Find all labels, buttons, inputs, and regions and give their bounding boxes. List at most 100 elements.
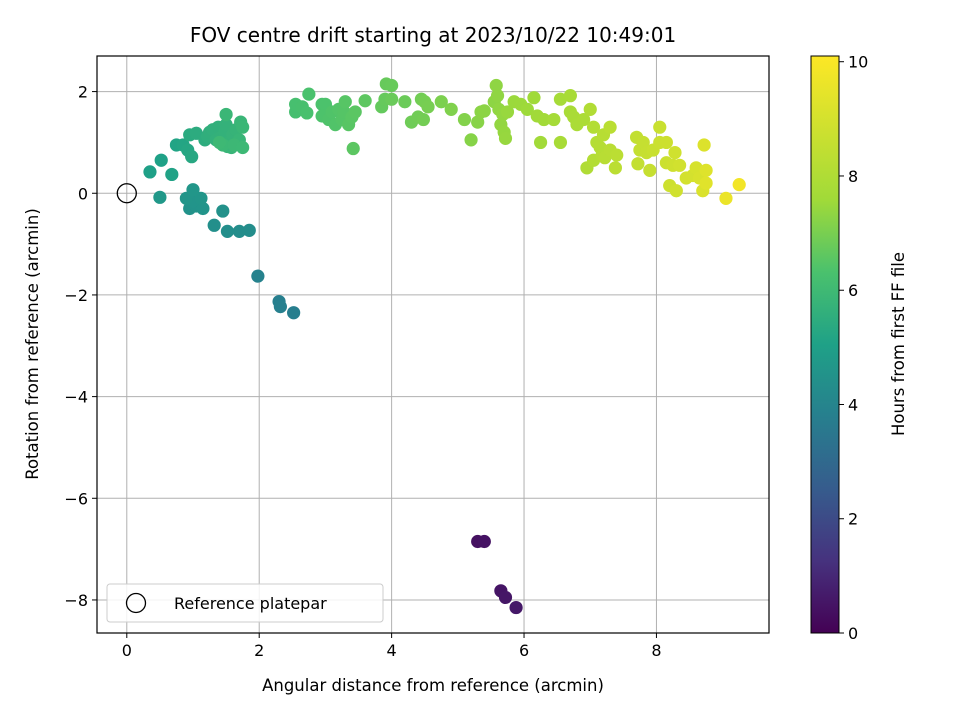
data-point — [236, 140, 250, 155]
y-tick-label: −2 — [64, 286, 88, 305]
data-point — [669, 184, 683, 198]
data-point — [643, 163, 657, 177]
x-tick-label: 4 — [387, 641, 397, 660]
data-point — [212, 135, 227, 150]
x-tick-label: 6 — [519, 641, 529, 660]
data-point — [490, 89, 505, 103]
data-point — [553, 135, 568, 150]
x-axis-label: Angular distance from reference (arcmin) — [262, 676, 604, 695]
data-point — [719, 191, 733, 205]
y-tick-label: −8 — [64, 591, 88, 610]
data-point — [251, 269, 265, 283]
colorbar-tick-label: 10 — [848, 53, 868, 72]
data-point — [457, 112, 472, 127]
data-point — [153, 190, 167, 204]
data-point — [608, 161, 623, 175]
data-point — [477, 534, 491, 549]
data-point — [358, 94, 372, 108]
data-point — [668, 145, 682, 160]
data-point — [216, 204, 230, 218]
data-point — [563, 89, 577, 103]
reference-platepar-marker — [116, 183, 137, 204]
data-point — [583, 102, 597, 116]
data-point — [509, 600, 523, 615]
data-point — [699, 176, 713, 190]
y-tick-label: −4 — [64, 388, 88, 407]
data-point — [338, 95, 352, 109]
data-point — [631, 157, 645, 171]
data-point — [398, 95, 412, 109]
data-point — [416, 112, 430, 127]
colorbar-tick-label: 0 — [848, 624, 858, 643]
data-point — [434, 95, 448, 109]
data-point — [207, 218, 221, 232]
data-point — [471, 115, 485, 129]
data-point — [610, 148, 624, 162]
colorbar-tick-label: 2 — [848, 510, 858, 529]
colorbar-tick-label: 6 — [848, 281, 858, 300]
data-point — [673, 158, 687, 172]
y-tick-label: 2 — [78, 83, 88, 102]
data-point — [464, 133, 478, 147]
data-point — [385, 78, 399, 93]
data-point — [527, 91, 541, 105]
data-point — [444, 102, 458, 116]
x-tick-label: 2 — [254, 641, 264, 660]
data-point — [553, 92, 568, 106]
data-point — [489, 78, 503, 93]
legend: Reference platepar — [106, 583, 384, 623]
legend-reference-marker — [125, 592, 147, 614]
y-tick-label: 0 — [78, 184, 88, 203]
data-point — [186, 183, 200, 197]
data-point — [689, 161, 703, 175]
data-point — [287, 306, 301, 320]
data-point — [273, 300, 287, 314]
data-point — [699, 163, 713, 177]
data-point — [653, 120, 667, 134]
data-point — [498, 590, 513, 605]
data-point — [236, 120, 250, 134]
data-point — [196, 201, 210, 216]
data-point — [477, 104, 491, 118]
data-point — [219, 118, 233, 132]
data-point — [242, 223, 256, 237]
x-tick-label: 0 — [122, 641, 132, 660]
axis-ticks: 0 2 4 6 8 2 0 −2 −4 −6 −8 — [64, 83, 661, 660]
colorbar-gradient — [810, 55, 840, 634]
data-point — [732, 178, 746, 192]
data-point — [636, 135, 650, 150]
data-point — [586, 120, 601, 134]
data-point — [143, 165, 157, 179]
data-point — [537, 112, 551, 127]
data-points — [116, 77, 746, 615]
data-point — [533, 135, 548, 150]
data-point — [577, 112, 591, 127]
data-point — [194, 191, 208, 205]
y-axis-label: Rotation from reference (arcmin) — [23, 208, 42, 480]
plot-frame — [96, 55, 770, 634]
data-point — [603, 120, 617, 134]
data-point — [500, 105, 515, 119]
colorbar-ticks: 0 2 4 6 8 10 — [839, 53, 868, 643]
data-point — [547, 112, 561, 127]
data-point — [154, 153, 168, 167]
colorbar-tick-label: 4 — [848, 395, 858, 414]
chart-title: FOV centre drift starting at 2023/10/22 … — [190, 23, 676, 47]
data-point — [302, 87, 316, 101]
data-point — [185, 150, 199, 164]
legend-box — [106, 583, 384, 623]
data-point — [385, 92, 399, 106]
data-point — [220, 224, 235, 238]
data-point — [659, 135, 673, 150]
data-point — [300, 106, 314, 120]
legend-reference-label: Reference platepar — [174, 594, 327, 613]
colorbar: 0 2 4 6 8 10 Hours from first FF file — [810, 53, 908, 643]
colorbar-label: Hours from first FF file — [889, 252, 908, 436]
data-point — [520, 102, 534, 116]
y-tick-label: −6 — [64, 489, 88, 508]
data-point — [498, 131, 513, 145]
data-point — [421, 100, 435, 114]
data-point — [346, 141, 360, 156]
data-point — [348, 105, 362, 119]
